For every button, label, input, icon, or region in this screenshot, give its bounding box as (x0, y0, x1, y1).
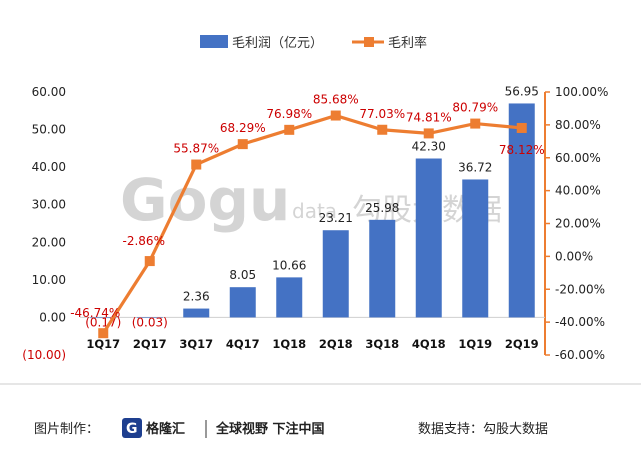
rate-marker (516, 122, 527, 133)
rate-marker (470, 118, 481, 129)
rate-marker (144, 256, 155, 267)
rate-value-label: -46.74% (70, 306, 120, 320)
bar (90, 317, 117, 319)
legend: 毛利润（亿元） 毛利率 (200, 35, 427, 51)
right-tick-label: -20.00% (555, 282, 605, 296)
right-tick-label: -40.00% (555, 315, 605, 329)
rate-marker (423, 128, 434, 139)
rate-marker (330, 110, 341, 121)
watermark-logo: Gogu (120, 166, 290, 234)
brand-logo-icon (122, 418, 142, 438)
rate-value-label: 74.81% (406, 110, 452, 124)
footer-right: 数据支持：勾股大数据 (418, 422, 548, 437)
rate-marker (98, 328, 109, 339)
bars (90, 103, 535, 319)
bar-value-label: (0.03) (132, 315, 168, 329)
bar-value-label: 2.36 (183, 290, 210, 304)
rate-labels: -46.74% -2.86% 55.87%68.29%76.98%85.68%77.… (70, 93, 544, 321)
bar (229, 287, 256, 318)
legend-bar-swatch (200, 35, 228, 48)
category-label: 4Q17 (226, 337, 260, 351)
footer-left-label: 图片制作： (34, 422, 99, 437)
bar (462, 179, 489, 318)
bar (136, 317, 163, 319)
left-tick-label: 50.00 (32, 123, 66, 137)
rate-value-label: 55.87% (173, 142, 219, 156)
rate-value-label: 80.79% (452, 101, 498, 115)
bar (183, 308, 210, 318)
left-tick-label: (10.00) (22, 348, 66, 362)
right-tick-label: 40.00% (555, 184, 601, 198)
right-axis: -60.00% -40.00% -20.00% 0.00% 20.00% 40.00% 60… (545, 85, 608, 362)
bar-value-label: 36.72 (458, 160, 492, 174)
rate-value-label: 77.03% (359, 107, 405, 121)
category-label: 2Q19 (505, 337, 539, 351)
rate-polyline (101, 113, 522, 335)
rate-marker (284, 124, 295, 135)
category-label: 2Q17 (133, 337, 167, 351)
footer: 图片制作： G 格隆汇 全球视野 下注中国 数据支持：勾股大数据 (34, 418, 548, 438)
legend-bar-label: 毛利润（亿元） (232, 36, 323, 51)
left-tick-label: 60.00 (32, 85, 66, 99)
watermark-sub: data (292, 199, 337, 223)
left-tick-label: 20.00 (32, 235, 66, 249)
left-tick-label: 0.00 (39, 310, 66, 324)
left-axis: (10.00) 0.00 10.00 20.00 30.00 40.00 50.00 60.0… (22, 85, 66, 362)
bar-value-label: 56.95 (505, 84, 539, 98)
bar (322, 230, 349, 318)
category-labels: 1Q17 2Q17 3Q17 4Q17 1Q18 2Q18 3Q18 4Q18 1Q19 2Q19 (86, 337, 538, 351)
category-label: 1Q17 (86, 337, 120, 351)
footer-slogan: 全球视野 下注中国 (215, 421, 325, 437)
rate-value-label: 85.68% (313, 93, 359, 107)
right-tick-label: 60.00% (555, 151, 601, 165)
right-tick-label: 0.00% (555, 249, 593, 263)
brand-logo-glyph: G (126, 421, 138, 437)
bar (415, 158, 442, 318)
right-tick-label: -60.00% (555, 348, 605, 362)
category-label: 2Q18 (319, 337, 353, 351)
left-tick-label: 30.00 (32, 198, 66, 212)
category-label: 1Q18 (272, 337, 306, 351)
legend-line-label: 毛利率 (388, 35, 427, 51)
bar (276, 277, 303, 318)
right-tick-label: 80.00% (555, 118, 601, 132)
bar (369, 219, 396, 318)
rate-value-label: 78.12% (499, 143, 545, 157)
bar-value-label: 10.66 (272, 258, 306, 272)
bar-value-label: 25.98 (365, 201, 399, 215)
left-tick-label: 10.00 (32, 273, 66, 287)
category-label: 1Q19 (458, 337, 492, 351)
bar-value-label: 42.30 (412, 140, 446, 154)
rate-value-label: 76.98% (266, 107, 312, 121)
right-tick-label: 20.00% (555, 217, 601, 231)
rate-marker (377, 124, 388, 135)
bar-value-label: 23.21 (319, 211, 353, 225)
rate-marker (237, 139, 248, 150)
category-label: 4Q18 (412, 337, 446, 351)
left-tick-label: 40.00 (32, 160, 66, 174)
category-label: 3Q18 (365, 337, 399, 351)
rate-value-label: -2.86% (123, 234, 165, 248)
watermark: Gogu data 勾股大数据 (120, 166, 502, 234)
right-tick-label: 100.00% (555, 85, 608, 99)
rate-line (98, 110, 527, 339)
legend-line-marker (364, 37, 374, 47)
category-label: 3Q17 (179, 337, 213, 351)
rate-value-label: 68.29% (220, 121, 266, 135)
bar (508, 103, 535, 318)
rate-marker (191, 159, 202, 170)
bar-value-label: 8.05 (229, 268, 256, 282)
footer-brand: 格隆汇 (146, 421, 185, 437)
